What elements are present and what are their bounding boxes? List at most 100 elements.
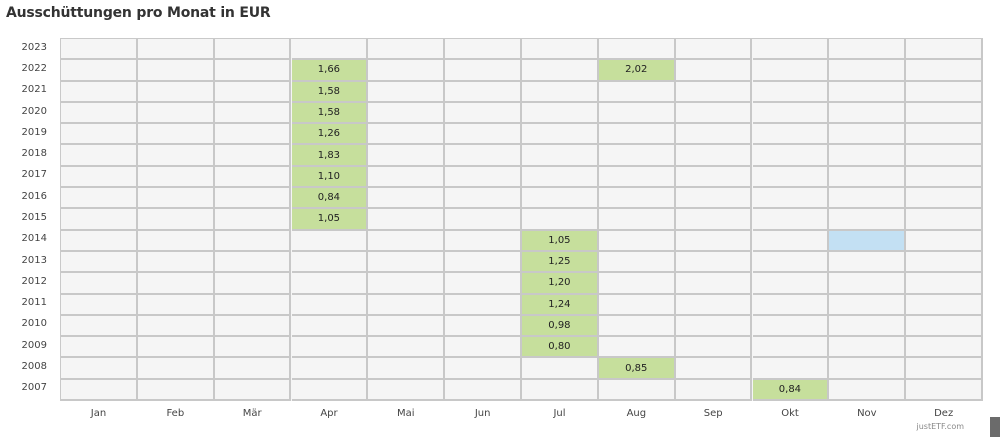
heatmap-cell bbox=[291, 358, 369, 380]
heatmap-cell bbox=[598, 145, 676, 167]
credits-link[interactable]: justETF.com bbox=[916, 422, 964, 431]
y-tick-label: 2017 bbox=[21, 169, 47, 181]
heatmap-cell bbox=[829, 166, 907, 189]
heatmap-cell bbox=[291, 294, 369, 316]
y-tick-label: 2009 bbox=[21, 339, 47, 351]
heatmap-cell bbox=[598, 251, 676, 274]
y-tick-label: 2010 bbox=[21, 318, 47, 330]
heatmap-cell bbox=[675, 379, 753, 401]
heatmap-cell bbox=[291, 379, 369, 401]
heatmap-cell bbox=[598, 39, 676, 61]
heatmap-cell bbox=[368, 39, 446, 61]
heatmap-cell bbox=[214, 230, 292, 252]
heatmap-cell bbox=[752, 337, 830, 359]
heatmap-cell bbox=[137, 102, 215, 125]
heatmap-cell bbox=[752, 81, 830, 103]
heatmap-cell bbox=[214, 251, 292, 274]
heatmap-cell: 1,05 bbox=[291, 209, 369, 231]
heatmap-cell bbox=[214, 273, 292, 295]
heatmap-cell bbox=[906, 39, 983, 61]
y-tick-label: 2008 bbox=[21, 361, 47, 373]
y-tick-label: 2020 bbox=[21, 105, 47, 117]
heatmap-cell bbox=[445, 39, 522, 61]
heatmap-cell bbox=[829, 273, 907, 295]
heatmap-cell: 0,80 bbox=[522, 337, 599, 359]
heatmap-cell bbox=[214, 166, 292, 189]
heatmap-cell bbox=[291, 230, 369, 252]
export-menu-button[interactable] bbox=[990, 417, 1000, 437]
heatmap-cell bbox=[214, 188, 292, 210]
heatmap-cell: 0,98 bbox=[522, 315, 599, 338]
heatmap-cell bbox=[598, 379, 676, 401]
heatmap-cell bbox=[906, 124, 983, 146]
y-tick-label: 2007 bbox=[21, 382, 47, 394]
heatmap-cell bbox=[598, 209, 676, 231]
heatmap-cell: 1,58 bbox=[291, 102, 369, 125]
heatmap-cell bbox=[61, 81, 138, 103]
heatmap-cell bbox=[598, 337, 676, 359]
heatmap-cell: 1,20 bbox=[522, 273, 599, 295]
heatmap-cell bbox=[61, 315, 138, 338]
heatmap-cell bbox=[214, 337, 292, 359]
heatmap-cell bbox=[829, 209, 907, 231]
heatmap-cell bbox=[137, 166, 215, 189]
x-tick-label: Nov bbox=[857, 408, 877, 419]
heatmap-cell bbox=[214, 124, 292, 146]
heatmap-cell bbox=[368, 379, 446, 401]
heatmap-cell bbox=[675, 315, 753, 338]
heatmap-cell bbox=[368, 294, 446, 316]
heatmap-cell bbox=[137, 358, 215, 380]
heatmap-cell: 1,83 bbox=[291, 145, 369, 167]
heatmap-cell bbox=[675, 358, 753, 380]
heatmap-cell: 0,84 bbox=[291, 188, 369, 210]
y-tick-label: 2014 bbox=[21, 233, 47, 245]
heatmap-cell bbox=[598, 315, 676, 338]
heatmap-cell bbox=[906, 60, 983, 82]
heatmap-cell bbox=[522, 166, 599, 189]
heatmap-cell bbox=[829, 358, 907, 380]
x-tick-label: Okt bbox=[781, 408, 799, 419]
heatmap-cell: 1,66 bbox=[291, 60, 369, 82]
heatmap-cell bbox=[445, 124, 522, 146]
heatmap-cell bbox=[522, 358, 599, 380]
heatmap-cell bbox=[906, 315, 983, 338]
heatmap-cell bbox=[137, 39, 215, 61]
y-tick-label: 2015 bbox=[21, 212, 47, 223]
heatmap-cell bbox=[752, 230, 830, 252]
heatmap-cell bbox=[137, 145, 215, 167]
heatmap-cell bbox=[137, 124, 215, 146]
heatmap-cell bbox=[368, 124, 446, 146]
heatmap-cell bbox=[522, 102, 599, 125]
heatmap-cell bbox=[829, 81, 907, 103]
heatmap-cell bbox=[368, 251, 446, 274]
heatmap-cell bbox=[752, 209, 830, 231]
x-tick-label: Mai bbox=[397, 408, 415, 419]
heatmap-cell bbox=[61, 145, 138, 167]
heatmap-cell bbox=[445, 60, 522, 82]
heatmap-cell bbox=[752, 39, 830, 61]
heatmap-cell bbox=[598, 230, 676, 252]
heatmap-cell bbox=[598, 188, 676, 210]
heatmap-cell: 1,58 bbox=[291, 81, 369, 103]
heatmap-grid: 1,66 2,02 1,58 1,58 1,26 1,83 1,10 0,84 1,05 1,05… bbox=[60, 38, 983, 401]
heatmap-cell bbox=[61, 188, 138, 210]
heatmap-cell bbox=[137, 379, 215, 401]
heatmap-cell bbox=[137, 81, 215, 103]
heatmap-cell bbox=[752, 358, 830, 380]
heatmap-cell bbox=[675, 102, 753, 125]
heatmap-cell bbox=[445, 188, 522, 210]
heatmap-cell bbox=[522, 209, 599, 231]
heatmap-cell bbox=[214, 102, 292, 125]
heatmap-cell bbox=[445, 251, 522, 274]
heatmap-cell bbox=[522, 81, 599, 103]
heatmap-cell bbox=[675, 337, 753, 359]
heatmap-cell bbox=[829, 294, 907, 316]
heatmap-cell bbox=[829, 315, 907, 338]
heatmap-cell bbox=[445, 209, 522, 231]
heatmap-cell bbox=[445, 358, 522, 380]
heatmap-cell bbox=[906, 230, 983, 252]
heatmap-cell bbox=[675, 273, 753, 295]
heatmap-cell bbox=[291, 315, 369, 338]
heatmap-cell bbox=[445, 145, 522, 167]
heatmap-cell bbox=[598, 273, 676, 295]
